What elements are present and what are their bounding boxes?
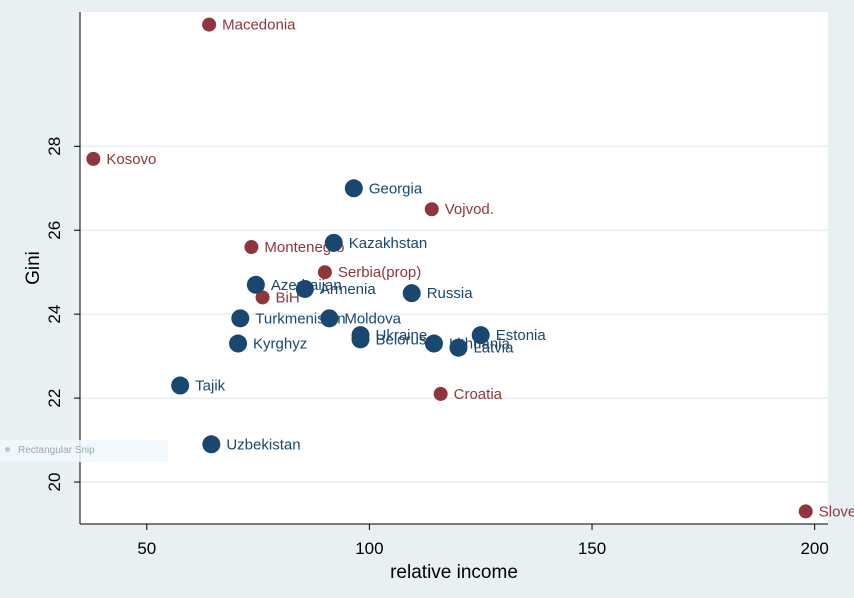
- x-axis-title: relative income: [390, 562, 518, 583]
- data-point-label: Slove: [819, 503, 854, 520]
- data-point-label: BiH: [276, 289, 300, 306]
- data-point: [424, 202, 439, 217]
- snip-dot-icon: [5, 447, 10, 453]
- data-point: [324, 233, 343, 252]
- data-point-label: Russia: [427, 285, 474, 302]
- y-tick-label: 26: [45, 221, 64, 240]
- data-point-label: Latvia: [473, 340, 514, 357]
- data-point: [402, 284, 421, 303]
- data-point: [171, 376, 190, 395]
- data-point-label: Serbia(prop): [338, 264, 421, 281]
- data-point: [229, 334, 248, 353]
- data-point: [202, 435, 221, 454]
- data-points: Macedonia Kosovo Vojvod. Montenegro Serbia(p…: [86, 17, 854, 520]
- y-tick-label: 24: [45, 305, 64, 324]
- data-point-label: Estonia: [496, 327, 547, 344]
- grid-lines: [80, 145, 828, 484]
- data-point-label: Georgia: [369, 180, 423, 197]
- data-point: [295, 279, 314, 298]
- data-point: [202, 17, 217, 32]
- data-point: [231, 309, 250, 328]
- data-point-label: Uzbekistan: [226, 436, 300, 453]
- rectangular-snip-overlay: Rectangular Snip: [0, 440, 168, 462]
- data-point: [246, 275, 265, 294]
- data-point-label: Belorus: [376, 331, 427, 348]
- data-point-label: Armenia: [320, 281, 377, 298]
- y-tick-label: 20: [45, 473, 64, 492]
- data-point-label: Macedonia: [222, 17, 296, 34]
- axis-ticks: 20 22 24 26 28 50 100 150 200: [45, 137, 829, 558]
- data-point: [433, 386, 448, 401]
- data-point-label: Kosovo: [106, 151, 156, 168]
- data-point: [344, 179, 363, 198]
- y-tick-label: 22: [45, 389, 64, 408]
- data-point-label: Croatia: [454, 386, 503, 403]
- data-point-label: Tajik: [195, 378, 226, 395]
- data-point: [320, 309, 339, 328]
- y-axis-title: Gini: [23, 251, 44, 285]
- data-point: [449, 338, 468, 357]
- data-point: [798, 504, 813, 519]
- y-tick-label: 28: [45, 137, 64, 156]
- data-point: [317, 265, 332, 280]
- snip-overlay-label: Rectangular Snip: [18, 445, 95, 456]
- plot-area: [80, 12, 828, 524]
- data-point: [424, 334, 443, 353]
- data-point: [471, 326, 490, 345]
- data-point-label: Moldova: [344, 310, 401, 327]
- data-point: [244, 240, 259, 255]
- x-tick-label: 50: [137, 539, 156, 558]
- data-point: [351, 330, 370, 349]
- data-point-label: Kyrghyz: [253, 336, 307, 353]
- data-point: [255, 290, 270, 305]
- data-point-label: Vojvod.: [445, 201, 494, 218]
- x-tick-label: 200: [800, 539, 828, 558]
- x-tick-label: 100: [355, 539, 383, 558]
- data-point-label: Montenegro: [264, 239, 344, 256]
- x-tick-label: 150: [578, 539, 606, 558]
- data-point: [86, 151, 101, 166]
- data-point-label: Kazakhstan: [349, 235, 427, 252]
- data-point-label: Ukraine: [376, 327, 428, 344]
